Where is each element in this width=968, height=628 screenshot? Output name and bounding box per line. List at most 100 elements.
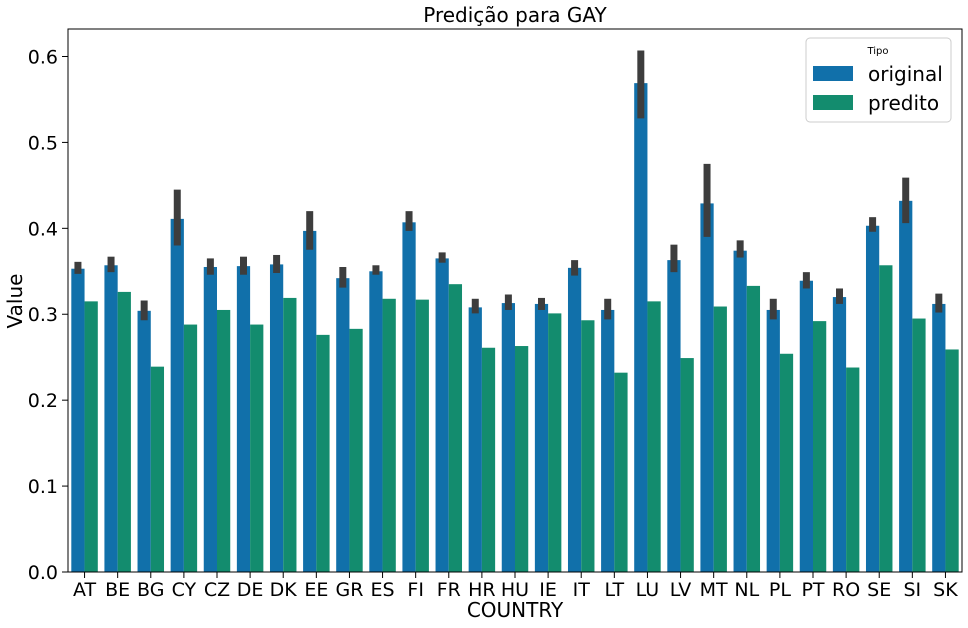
x-tick-label-SI: SI: [903, 579, 921, 601]
x-tick-label-SK: SK: [933, 579, 958, 601]
x-tick-label-ES: ES: [371, 579, 395, 601]
y-axis-title: Value: [3, 274, 27, 329]
bar-predito-FI: [415, 299, 429, 572]
y-tick-label: 0.5: [28, 132, 58, 154]
bar-original-CY: [170, 218, 184, 572]
bar-predito-CZ: [217, 309, 231, 572]
legend-label-original: original: [868, 62, 943, 86]
bar-original-LU: [634, 83, 648, 572]
bar-original-MT: [700, 203, 714, 573]
bar-predito-RO: [846, 367, 860, 572]
x-axis-title: COUNTRY: [467, 598, 564, 622]
bar-predito-ES: [382, 298, 396, 572]
bar-predito-SI: [912, 318, 926, 572]
bar-predito-IT: [581, 320, 595, 572]
x-tick-label-CZ: CZ: [204, 579, 230, 601]
x-tick-label-BE: BE: [105, 579, 130, 601]
bar-original-AT: [71, 268, 85, 572]
x-tick-label-DE: DE: [237, 579, 264, 601]
bar-original-DK: [269, 264, 284, 572]
legend-swatch-original: [813, 66, 853, 81]
bar-original-CZ: [203, 266, 217, 572]
x-tick-label-MT: MT: [700, 579, 728, 601]
bar-predito-NL: [746, 285, 761, 572]
bar-original-NL: [733, 250, 747, 572]
bar-original-IT: [567, 267, 582, 572]
error-bars-layer: [74, 50, 943, 321]
bars-layer: [71, 83, 959, 573]
x-tick-label-NL: NL: [734, 579, 759, 601]
x-tick-label-PL: PL: [769, 579, 791, 601]
bar-predito-HR: [481, 347, 496, 572]
bar-predito-PT: [813, 321, 827, 572]
bar-original-ES: [369, 271, 383, 572]
bar-predito-SK: [945, 349, 959, 572]
bar-original-SE: [865, 225, 880, 572]
bar-predito-LV: [680, 358, 694, 572]
y-tick-label: 0.2: [28, 390, 58, 412]
bar-original-HU: [501, 303, 515, 572]
x-tick-label-BG: BG: [137, 579, 164, 601]
x-tick-label-GR: GR: [335, 579, 363, 601]
legend-swatch-predito: [813, 95, 853, 110]
bar-predito-LT: [614, 372, 628, 572]
bar-predito-PL: [779, 353, 794, 572]
bar-original-RO: [832, 297, 847, 572]
y-tick-label: 0.0: [28, 562, 58, 584]
y-tick-label: 0.3: [28, 304, 58, 326]
bar-predito-BE: [117, 291, 131, 572]
bar-predito-DK: [283, 297, 297, 572]
bar-predito-DE: [250, 324, 264, 572]
bar-original-BG: [137, 310, 151, 572]
bar-original-IE: [534, 303, 549, 572]
bar-predito-FR: [448, 284, 463, 572]
bar-predito-IE: [548, 313, 562, 572]
x-tick-label-AT: AT: [73, 579, 97, 601]
x-tick-label-HR: HR: [468, 579, 496, 601]
bar-predito-SE: [879, 265, 893, 572]
bar-predito-AT: [84, 301, 98, 572]
legend: Tipo original predito: [805, 37, 952, 123]
x-tick-label-IT: IT: [573, 579, 591, 601]
x-tick-label-LU: LU: [636, 579, 660, 601]
bar-original-FI: [402, 222, 416, 572]
x-tick-label-IE: IE: [539, 579, 557, 601]
y-axis: 0.0 0.1 0.2 0.3 0.4 0.5 0.6: [28, 46, 68, 584]
x-axis: AT BE BG CY CZ DE DK EE GR ES FI FR HR HU IE IT LT LU LV MT…: [73, 572, 958, 601]
legend-title: Tipo: [866, 46, 888, 57]
y-tick-label: 0.4: [28, 218, 58, 240]
x-tick-label-RO: RO: [832, 579, 860, 601]
bar-original-SK: [932, 303, 946, 572]
x-tick-label-LT: LT: [605, 579, 625, 601]
bar-original-DE: [236, 266, 251, 572]
x-tick-label-SE: SE: [867, 579, 891, 601]
bar-predito-HU: [515, 346, 529, 572]
bar-original-LV: [667, 260, 681, 572]
x-tick-label-HU: HU: [501, 579, 529, 601]
bar-original-EE: [303, 230, 317, 572]
bar-original-HR: [468, 307, 482, 572]
bar-predito-LU: [647, 301, 661, 572]
x-tick-label-LV: LV: [670, 579, 692, 601]
x-tick-label-EE: EE: [304, 579, 328, 601]
y-tick-label: 0.6: [28, 46, 58, 68]
legend-label-predito: predito: [868, 91, 939, 115]
bar-original-BE: [104, 265, 118, 572]
bar-predito-MT: [713, 306, 727, 572]
bar-predito-GR: [349, 328, 363, 572]
bar-original-LT: [601, 309, 615, 572]
x-tick-label-FI: FI: [407, 579, 424, 601]
bar-predito-BG: [150, 366, 165, 572]
bar-predito-CY: [183, 324, 198, 572]
x-tick-label-DK: DK: [270, 579, 298, 601]
bar-original-FR: [435, 258, 449, 572]
y-tick-label: 0.1: [28, 476, 58, 498]
bar-original-PT: [799, 280, 813, 572]
bar-original-GR: [336, 278, 350, 572]
bar-original-PL: [766, 309, 780, 572]
x-tick-label-PT: PT: [801, 579, 824, 601]
x-tick-label-CY: CY: [172, 579, 197, 601]
chart-title: Predição para GAY: [423, 3, 607, 27]
bar-original-SI: [899, 200, 913, 572]
